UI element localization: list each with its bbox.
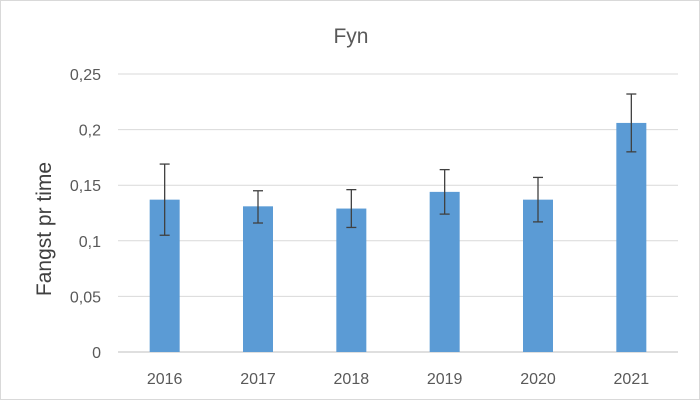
bars [149, 122, 647, 352]
y-tick-label: 0,05 [70, 289, 101, 306]
x-tick-label: 2018 [334, 371, 370, 388]
x-tick-label: 2019 [427, 371, 463, 388]
bar-2017 [243, 206, 273, 352]
error-bar-2020 [533, 176, 543, 223]
x-tick-label: 2021 [614, 371, 650, 388]
chart-title: Fyn [333, 25, 368, 48]
x-tick-label: 2017 [240, 371, 276, 388]
y-axis-label: Fangst pr time [33, 162, 56, 296]
error-bar-2016 [159, 163, 170, 236]
error-bar-2021 [626, 93, 637, 153]
error-bar-2017 [253, 190, 263, 224]
x-tick-labels: 2016 2017 2018 2019 2020 2021 [147, 371, 649, 388]
y-tick-label: 0,15 [70, 178, 101, 195]
bar-2019 [429, 191, 460, 352]
y-tick-label: 0,1 [79, 234, 101, 251]
bar-2020 [523, 199, 553, 352]
y-tick-label: 0,25 [70, 67, 101, 84]
x-tick-label: 2016 [147, 371, 183, 388]
error-bar-2018 [346, 188, 357, 229]
gridlines [118, 73, 678, 353]
bar-2021 [616, 122, 647, 352]
error-bar-2019 [439, 168, 450, 215]
y-tick-labels: 0 0,05 0,1 0,15 0,2 0,25 [70, 67, 101, 362]
y-tick-label: 0 [92, 345, 101, 362]
bar-2018 [336, 208, 367, 352]
error-bars [159, 93, 637, 236]
y-tick-label: 0,2 [79, 123, 101, 140]
x-tick-label: 2020 [520, 371, 556, 388]
